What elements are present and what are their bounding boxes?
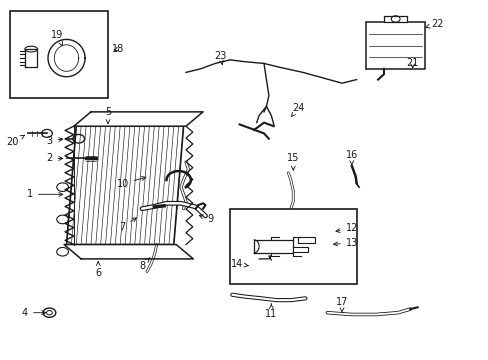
Text: 1: 1 bbox=[27, 189, 62, 199]
Text: 2: 2 bbox=[46, 153, 62, 163]
Text: 3: 3 bbox=[46, 136, 62, 145]
Text: 11: 11 bbox=[264, 304, 277, 319]
Text: 23: 23 bbox=[213, 51, 226, 64]
Bar bbox=[366, 22, 424, 69]
Text: 4: 4 bbox=[22, 308, 45, 318]
Text: 21: 21 bbox=[406, 58, 418, 68]
Text: 5: 5 bbox=[104, 107, 111, 123]
Text: 6: 6 bbox=[95, 262, 101, 278]
Polygon shape bbox=[74, 112, 203, 126]
Text: 24: 24 bbox=[291, 103, 304, 117]
Polygon shape bbox=[64, 244, 193, 259]
Text: 18: 18 bbox=[111, 44, 123, 54]
Text: 17: 17 bbox=[335, 297, 347, 312]
Bar bbox=[10, 12, 108, 98]
Text: 19: 19 bbox=[51, 30, 63, 46]
Bar bbox=[293, 247, 307, 252]
Text: 8: 8 bbox=[139, 257, 149, 271]
Bar bbox=[229, 209, 356, 284]
Text: 14: 14 bbox=[231, 259, 248, 269]
Text: 10: 10 bbox=[116, 176, 145, 189]
Text: 7: 7 bbox=[119, 218, 136, 231]
Bar bbox=[383, 16, 407, 22]
Bar bbox=[298, 237, 315, 243]
Text: 20: 20 bbox=[7, 135, 24, 147]
Text: 13: 13 bbox=[333, 238, 357, 248]
Text: 12: 12 bbox=[335, 224, 357, 233]
Text: 15: 15 bbox=[286, 153, 299, 170]
Text: 9: 9 bbox=[199, 215, 213, 224]
Text: 22: 22 bbox=[425, 19, 443, 29]
Text: 16: 16 bbox=[345, 150, 357, 166]
